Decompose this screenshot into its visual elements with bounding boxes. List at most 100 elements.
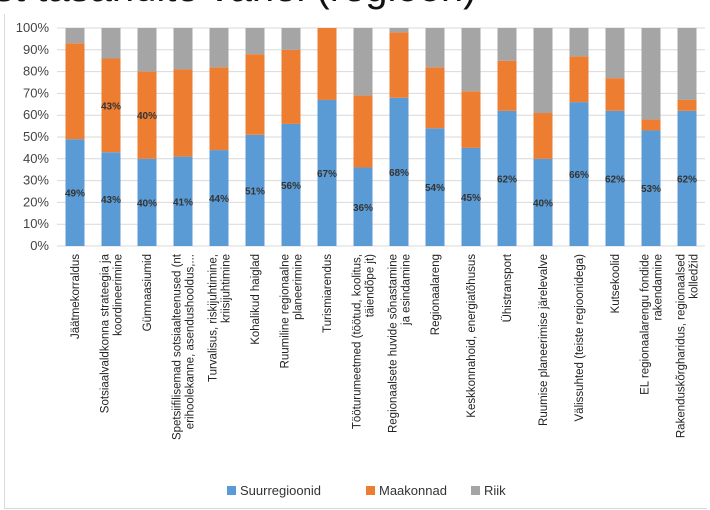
bar-segment-riik: [281, 28, 301, 50]
category-label: Jäätmekorraldus: [70, 254, 82, 339]
bar-segment-riik: [101, 28, 121, 59]
bar-segment-suurregioonid: [569, 102, 589, 247]
y-tick-label: 10%: [23, 216, 49, 231]
data-label: 54%: [425, 183, 445, 194]
bar-segment-maakonnad: [425, 67, 445, 129]
bar-segment-maakonnad: [533, 113, 553, 159]
y-tick-label: 0%: [30, 238, 49, 253]
category-label: Ruumiline regionaalne: [280, 254, 292, 368]
slide-title-text: st tasandite vahel (regioon): [0, 0, 477, 11]
category-label: erihoolekanne, asendushooldus,...: [185, 254, 197, 429]
data-label: 44%: [209, 194, 229, 205]
bar-segment-maakonnad: [353, 95, 373, 168]
category-label: Keskkonnahoid, energiatõhusus: [466, 254, 478, 418]
bar-segment-suurregioonid: [461, 147, 481, 246]
bar-segment-maakonnad: [569, 56, 589, 103]
legend-swatch-riik: [471, 486, 480, 495]
bar-segment-riik: [425, 28, 445, 68]
category-label: Tööturumeetmed (töötud, koolitus,: [352, 254, 364, 429]
data-label: 40%: [137, 198, 157, 209]
data-label: 56%: [281, 181, 301, 192]
category-label: Spetsiifilisemad sotsiaalteenused (nt: [172, 253, 184, 440]
data-label: 62%: [605, 174, 625, 185]
data-label: 36%: [353, 203, 373, 214]
bar-segment-riik: [65, 28, 85, 44]
y-tick-label: 90%: [23, 42, 49, 57]
category-label: Turvalisus, riskijuhtimine,: [208, 254, 220, 382]
category-label: Turismiarendus: [322, 254, 334, 333]
y-tick-label: 60%: [23, 107, 49, 122]
bar-segment-riik: [461, 28, 481, 92]
legend-label: Suurregioonid: [240, 483, 321, 498]
legend-swatch-suurregioonid: [227, 486, 236, 495]
data-label: 45%: [461, 193, 481, 204]
category-label: Kohalikud haiglad: [250, 254, 262, 345]
bar-segment-suurregioonid: [641, 130, 661, 246]
data-label: 68%: [389, 168, 409, 179]
bar-segment-riik: [353, 28, 373, 96]
data-label: 40%: [533, 198, 553, 209]
data-label: 67%: [317, 169, 337, 180]
category-label: Sotsiaalvaldkonna strateegia ja: [100, 253, 112, 413]
data-label: 62%: [677, 174, 697, 185]
category-label: Regionaalsete huvide sõnastamine: [388, 254, 400, 433]
y-tick-label: 40%: [23, 151, 49, 166]
bar-segment-riik: [497, 28, 517, 61]
bar-segment-maakonnad: [137, 71, 157, 159]
category-label: Gümnaasiumid: [142, 254, 154, 331]
bar-segment-riik: [641, 28, 661, 120]
category-label: Kutsekoolid: [610, 254, 622, 313]
bar-segment-maakonnad: [497, 60, 517, 111]
bar-segment-suurregioonid: [317, 99, 337, 246]
bar-segment-suurregioonid: [425, 128, 445, 246]
bar-segment-maakonnad: [641, 119, 661, 131]
bar-segment-riik: [389, 28, 409, 33]
data-label: 41%: [173, 197, 193, 208]
data-label: 40%: [137, 111, 157, 122]
data-label: 66%: [569, 170, 589, 181]
bar-segment-suurregioonid: [533, 158, 553, 246]
bar-segment-suurregioonid: [677, 110, 697, 246]
y-tick-label: 100%: [16, 20, 50, 35]
data-label: 62%: [497, 174, 517, 185]
bar-segment-riik: [209, 28, 229, 68]
category-label: koordineerimine: [113, 254, 125, 336]
bar-segment-suurregioonid: [497, 110, 517, 246]
bar-segment-maakonnad: [461, 91, 481, 148]
category-label: ja esindamine: [401, 254, 413, 326]
bar-segment-suurregioonid: [65, 139, 85, 246]
data-label: 51%: [245, 186, 265, 197]
bar-segment-suurregioonid: [389, 97, 409, 246]
data-label: 53%: [641, 184, 661, 195]
category-label: täiendõpe jt): [365, 254, 377, 317]
bar-segment-maakonnad: [389, 32, 409, 98]
y-tick-label: 20%: [23, 194, 49, 209]
bar-segment-maakonnad: [65, 43, 85, 140]
bar-segment-suurregioonid: [245, 134, 265, 246]
bar-segment-riik: [137, 28, 157, 72]
bar-segment-maakonnad: [101, 58, 121, 153]
category-label: Ühistransport: [502, 253, 514, 322]
category-label: kriisijuhtimine: [221, 254, 233, 323]
bar-segment-riik: [677, 28, 697, 100]
legend-label: Riik: [484, 483, 506, 498]
bar-segment-riik: [605, 28, 625, 79]
category-label: Välissuhted (teiste regioonidega): [574, 254, 586, 422]
bar-segment-maakonnad: [677, 99, 697, 111]
bar-segment-suurregioonid: [281, 123, 301, 246]
bar-segment-riik: [245, 28, 265, 55]
bar-segment-suurregioonid: [173, 156, 193, 246]
y-tick-label: 50%: [23, 129, 49, 144]
category-label: planeerimine: [293, 254, 305, 320]
bar-segment-riik: [533, 28, 553, 114]
category-label: EL regionaalarengu fondide: [640, 254, 652, 395]
y-tick-label: 80%: [23, 64, 49, 79]
bar-segment-maakonnad: [173, 69, 193, 157]
bar-segment-maakonnad: [605, 78, 625, 111]
bar-segment-suurregioonid: [137, 158, 157, 246]
bar-segment-riik: [569, 28, 589, 57]
bar-segment-suurregioonid: [101, 152, 121, 246]
slide-title: st tasandite vahel (regioon): [0, 0, 710, 14]
category-label: Regionaalareng: [430, 254, 442, 335]
legend-swatch-maakonnad: [366, 486, 375, 495]
